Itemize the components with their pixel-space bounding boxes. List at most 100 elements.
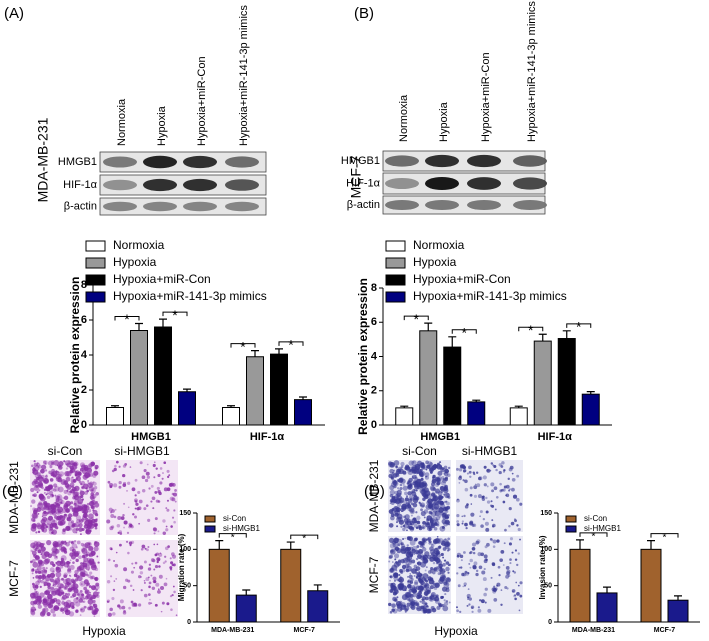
cell [443, 584, 447, 588]
significance-label: * [124, 311, 130, 327]
cell [115, 578, 118, 580]
cell [123, 520, 128, 525]
cell [50, 509, 56, 514]
y-tick-label: 4 [371, 350, 378, 362]
cell [436, 475, 443, 482]
cell [517, 527, 521, 532]
cell [161, 477, 164, 480]
cell [133, 515, 138, 519]
cell [456, 606, 458, 609]
cell [443, 479, 445, 481]
cell [144, 478, 149, 483]
legend-swatch [565, 525, 577, 533]
cell [39, 592, 45, 598]
bar [596, 592, 618, 623]
cell [89, 605, 94, 611]
cell [164, 560, 167, 563]
cell [107, 612, 112, 617]
cell [129, 584, 133, 588]
cell [404, 514, 410, 520]
cell [162, 561, 166, 565]
cell [38, 560, 45, 567]
cell [61, 577, 64, 581]
cell [93, 470, 99, 476]
cell [43, 569, 48, 573]
cell [402, 483, 405, 486]
lane-label: Normoxia [398, 94, 410, 142]
cell [69, 460, 74, 465]
cell [85, 487, 88, 490]
cell [445, 510, 449, 513]
cell [89, 571, 93, 575]
cell [443, 599, 446, 602]
bar [246, 356, 264, 426]
cell [408, 481, 413, 487]
cell [86, 502, 90, 506]
cell [52, 613, 56, 617]
cell [36, 565, 42, 571]
cell [62, 549, 65, 552]
cell [167, 475, 170, 479]
cell [480, 599, 485, 604]
cell [139, 571, 144, 575]
cell [148, 563, 151, 566]
cell [80, 595, 85, 601]
significance-bracket [230, 343, 256, 348]
cell [35, 543, 40, 547]
cell [114, 563, 119, 568]
cell [168, 482, 173, 487]
cell [434, 582, 440, 588]
legend-swatch [204, 515, 216, 523]
cell [131, 602, 136, 607]
cell [91, 505, 95, 510]
cell [393, 460, 400, 466]
cell [445, 600, 449, 603]
cell [37, 466, 40, 469]
y-tick-label: 50 [544, 583, 552, 590]
cell [37, 502, 44, 509]
cell [473, 473, 476, 476]
cell [489, 504, 493, 507]
cell [69, 490, 72, 494]
cell [74, 578, 79, 582]
cell [70, 478, 76, 484]
cell [482, 577, 487, 582]
cell [142, 489, 146, 493]
cell [155, 582, 160, 587]
cell [134, 494, 137, 497]
cell [409, 497, 413, 501]
blot-band [225, 179, 259, 191]
cell [389, 489, 396, 495]
cell [483, 592, 487, 597]
cell [79, 590, 83, 593]
cell [51, 494, 54, 497]
cell [122, 481, 127, 486]
cell [78, 555, 82, 560]
cell [467, 588, 470, 591]
cell [421, 464, 425, 469]
cell [57, 510, 61, 514]
cell [148, 487, 151, 490]
cell [435, 488, 441, 494]
cell [143, 560, 147, 564]
cell [134, 478, 138, 482]
cell [30, 560, 33, 564]
cell [80, 542, 85, 547]
cell [460, 559, 463, 562]
error-bar [299, 396, 307, 400]
y-tick-label: 8 [81, 279, 87, 291]
cell [490, 500, 493, 503]
cell [60, 501, 63, 505]
cell [175, 614, 178, 617]
cell [58, 594, 62, 597]
cell [394, 598, 398, 602]
micrograph [456, 536, 523, 614]
cell [72, 479, 77, 483]
cell [393, 547, 397, 551]
cell [47, 515, 54, 521]
cell [499, 489, 502, 492]
cell [391, 608, 395, 612]
cell [398, 574, 401, 577]
cell [468, 470, 472, 474]
cell [443, 472, 446, 475]
